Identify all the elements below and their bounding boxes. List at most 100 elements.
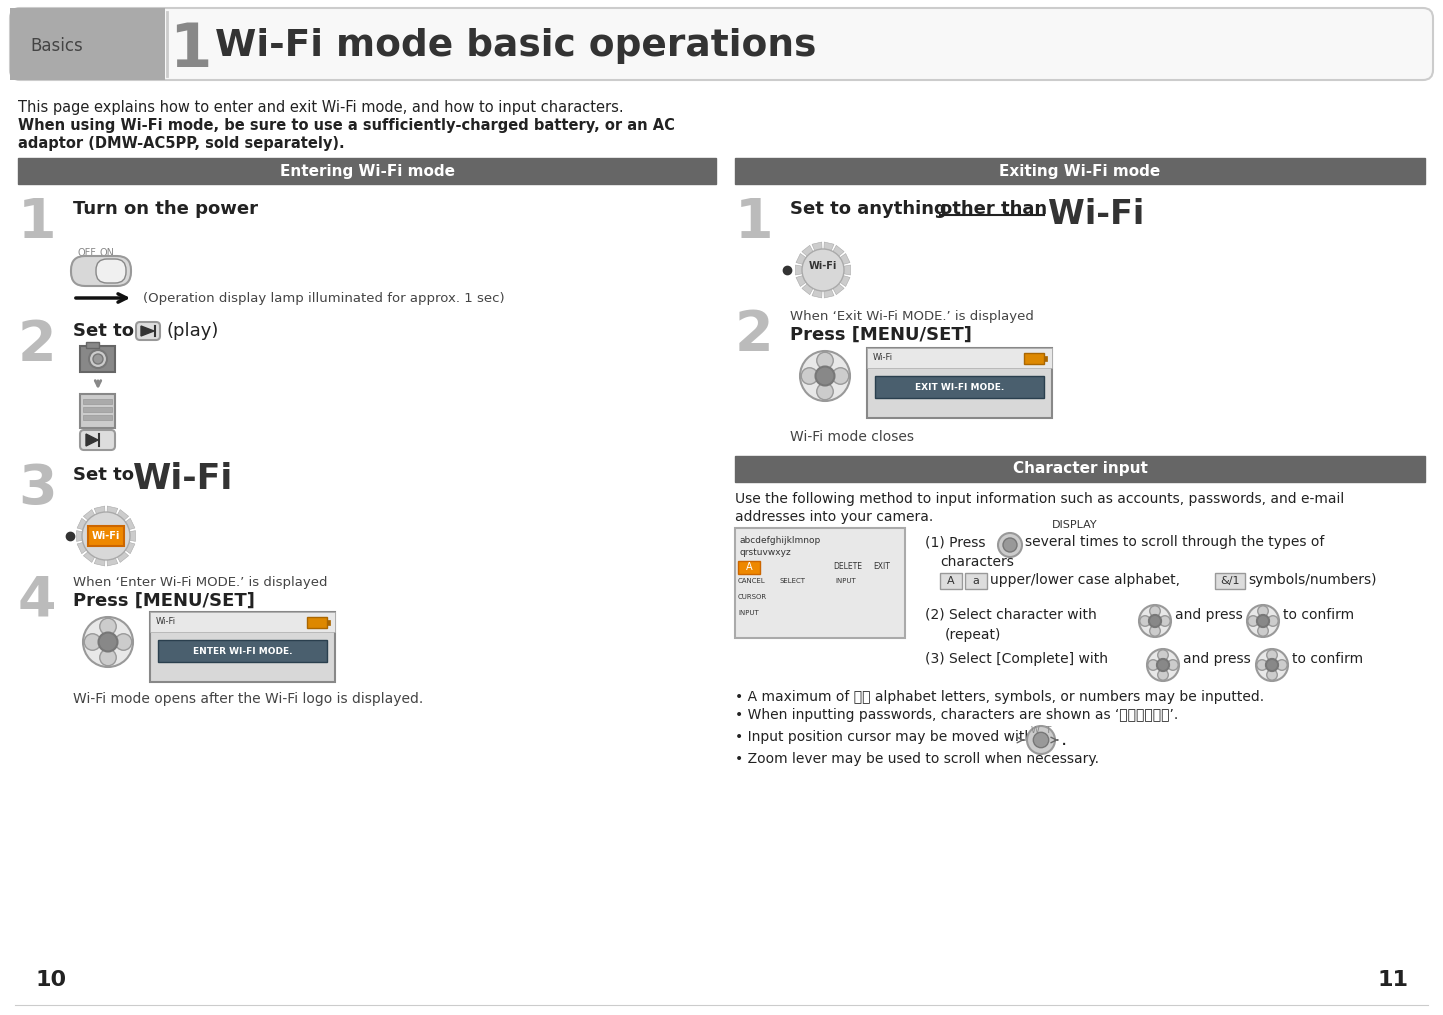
- Text: 3: 3: [17, 462, 56, 516]
- Text: 1: 1: [17, 196, 56, 250]
- Text: Press [MENU/SET]: Press [MENU/SET]: [74, 592, 255, 610]
- Text: and press: and press: [1175, 608, 1242, 622]
- Text: A: A: [746, 562, 752, 572]
- Text: EXIT: EXIT: [873, 562, 890, 571]
- Circle shape: [817, 352, 833, 368]
- Circle shape: [1258, 606, 1268, 616]
- Polygon shape: [84, 552, 95, 562]
- Bar: [87, 342, 100, 348]
- Text: (3) Select [Complete] with: (3) Select [Complete] with: [925, 652, 1108, 666]
- Text: • Zoom lever may be used to scroll when necessary.: • Zoom lever may be used to scroll when …: [734, 752, 1100, 766]
- Text: to confirm: to confirm: [1283, 608, 1354, 622]
- Circle shape: [1147, 660, 1159, 670]
- Polygon shape: [833, 284, 844, 294]
- Text: When ‘Enter Wi-Fi MODE.’ is displayed: When ‘Enter Wi-Fi MODE.’ is displayed: [74, 576, 328, 589]
- Polygon shape: [802, 284, 812, 294]
- Circle shape: [1157, 650, 1169, 661]
- Text: This page explains how to enter and exit Wi-Fi mode, and how to input characters: This page explains how to enter and exit…: [17, 100, 623, 115]
- Circle shape: [89, 350, 107, 368]
- Circle shape: [1150, 606, 1160, 616]
- Circle shape: [1003, 538, 1017, 552]
- Bar: [734, 528, 905, 638]
- Polygon shape: [94, 506, 105, 514]
- Text: 10: 10: [35, 970, 66, 990]
- Circle shape: [799, 351, 850, 401]
- Circle shape: [1033, 732, 1049, 748]
- Circle shape: [1027, 726, 1055, 754]
- Bar: [1043, 356, 1048, 361]
- Text: qrstuvwxyz: qrstuvwxyz: [740, 548, 792, 557]
- Text: INPUT: INPUT: [737, 610, 759, 616]
- Bar: [874, 376, 1043, 398]
- Circle shape: [1248, 616, 1258, 626]
- Circle shape: [100, 618, 117, 634]
- Polygon shape: [141, 326, 154, 336]
- Text: Set to: Set to: [74, 322, 134, 340]
- Circle shape: [1160, 616, 1170, 626]
- Text: Exiting Wi-Fi mode: Exiting Wi-Fi mode: [1000, 163, 1160, 179]
- Bar: [150, 612, 335, 682]
- Text: other than: other than: [939, 200, 1048, 218]
- Text: ENTER WI-FI MODE.: ENTER WI-FI MODE.: [193, 647, 293, 656]
- Bar: [17, 158, 716, 184]
- Polygon shape: [802, 246, 812, 256]
- Bar: [88, 527, 124, 546]
- Text: to confirm: to confirm: [1291, 652, 1364, 666]
- Text: When using Wi-Fi mode, be sure to use a sufficiently-charged battery, or an AC: When using Wi-Fi mode, be sure to use a …: [17, 118, 675, 133]
- Text: a: a: [973, 576, 980, 586]
- Bar: [79, 394, 115, 428]
- Circle shape: [1267, 650, 1277, 661]
- Text: adaptor (DMW-AC5PP, sold separately).: adaptor (DMW-AC5PP, sold separately).: [17, 136, 345, 151]
- Text: SELECT: SELECT: [781, 578, 807, 584]
- Circle shape: [1140, 616, 1150, 626]
- Text: ON: ON: [100, 248, 115, 258]
- Text: T: T: [1045, 726, 1051, 735]
- Polygon shape: [840, 254, 850, 265]
- Bar: [79, 346, 115, 373]
- Bar: [734, 456, 1426, 482]
- Text: CURSOR: CURSOR: [737, 594, 768, 600]
- Circle shape: [1247, 605, 1278, 637]
- Text: upper/lower case alphabet,: upper/lower case alphabet,: [990, 573, 1180, 587]
- Circle shape: [1147, 649, 1179, 681]
- Text: Wi-Fi mode closes: Wi-Fi mode closes: [789, 430, 913, 444]
- Text: INPUT: INPUT: [835, 578, 856, 584]
- Bar: [84, 415, 113, 420]
- Circle shape: [833, 367, 848, 385]
- Text: Wi-Fi mode basic operations: Wi-Fi mode basic operations: [215, 28, 817, 64]
- Circle shape: [1167, 660, 1177, 670]
- Bar: [120, 8, 165, 80]
- Polygon shape: [812, 289, 823, 298]
- Text: Set to anything: Set to anything: [789, 200, 952, 218]
- Text: 2: 2: [734, 308, 773, 362]
- Polygon shape: [130, 531, 136, 541]
- Circle shape: [82, 512, 130, 560]
- Text: (Operation display lamp illuminated for approx. 1 sec): (Operation display lamp illuminated for …: [143, 292, 505, 304]
- Circle shape: [1255, 649, 1289, 681]
- Circle shape: [1266, 659, 1278, 671]
- Circle shape: [801, 367, 818, 385]
- FancyBboxPatch shape: [10, 8, 165, 80]
- Polygon shape: [76, 519, 87, 530]
- Polygon shape: [824, 242, 834, 251]
- Text: Set to: Set to: [74, 466, 134, 484]
- Circle shape: [1150, 625, 1160, 636]
- Polygon shape: [107, 558, 118, 566]
- Polygon shape: [126, 519, 136, 530]
- Text: &/1: &/1: [1221, 576, 1240, 586]
- Circle shape: [1257, 615, 1268, 627]
- Text: Wi‑Fi: Wi‑Fi: [1048, 198, 1144, 231]
- Bar: [734, 158, 1426, 184]
- Circle shape: [1139, 605, 1172, 637]
- Text: Wi-Fi: Wi-Fi: [156, 617, 176, 626]
- Text: 2: 2: [17, 318, 56, 373]
- Polygon shape: [797, 254, 807, 265]
- Text: 4: 4: [17, 574, 56, 628]
- Text: characters: characters: [939, 555, 1014, 569]
- Text: 1: 1: [169, 20, 211, 79]
- Text: Wi-Fi: Wi-Fi: [810, 261, 837, 271]
- Text: Turn on the power: Turn on the power: [74, 200, 258, 218]
- Text: Use the following method to input information such as accounts, passwords, and e: Use the following method to input inform…: [734, 492, 1345, 506]
- Bar: [10, 8, 165, 80]
- Polygon shape: [84, 510, 95, 521]
